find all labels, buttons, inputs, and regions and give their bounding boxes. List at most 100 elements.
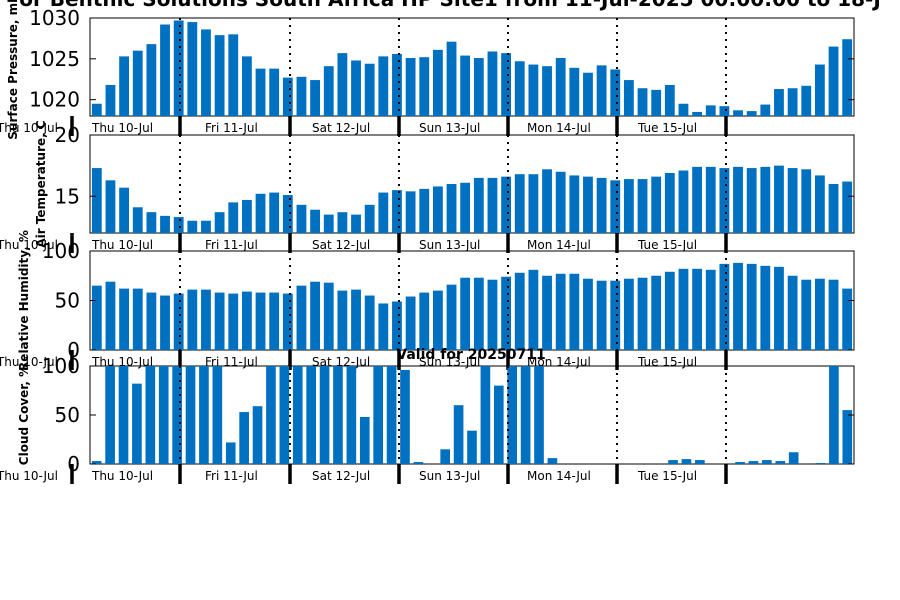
bar (842, 181, 853, 233)
bar (351, 289, 361, 350)
bar (453, 405, 464, 464)
bar (214, 212, 225, 233)
bar (378, 303, 389, 350)
bar (542, 169, 552, 233)
figure-title: or Benthic Solutions South Africa HP Sit… (19, 0, 881, 11)
bar (664, 84, 675, 116)
bar (323, 66, 334, 116)
bar (787, 88, 798, 116)
bar (146, 292, 157, 350)
bar (664, 271, 675, 350)
bar (460, 182, 471, 233)
bar (668, 460, 678, 464)
bar (814, 64, 825, 116)
bar (146, 44, 157, 116)
bar (105, 366, 115, 464)
panel-subtitle: Valid for 20250711 (396, 347, 545, 363)
y-tick-label: 1030 (29, 6, 80, 30)
bar (282, 195, 293, 233)
bar (201, 289, 211, 350)
bar (760, 166, 771, 233)
bar (173, 217, 184, 233)
bar (212, 366, 223, 464)
bar (569, 175, 580, 233)
bar (787, 168, 798, 233)
x-tick-label: Thu 10-Jul (0, 238, 58, 252)
y-tick-label: 100 (42, 239, 80, 263)
bar (378, 192, 389, 233)
bar (386, 366, 397, 464)
bar (172, 366, 182, 464)
bar (487, 279, 498, 350)
bar (158, 366, 169, 464)
bar (801, 279, 812, 350)
bar (501, 53, 512, 116)
bar (199, 366, 209, 464)
y-axis-label: Relative Humidity, % (17, 230, 31, 371)
bar (842, 288, 853, 350)
bar (269, 292, 280, 350)
bar (187, 220, 198, 233)
bar (520, 366, 531, 464)
bar (678, 103, 689, 116)
bar (292, 366, 303, 464)
bar (623, 179, 634, 233)
bar (282, 77, 293, 116)
bar (241, 291, 252, 350)
bar (323, 214, 334, 234)
bar (719, 106, 730, 116)
bar (735, 462, 745, 464)
bar (214, 292, 225, 350)
x-tick-label: Thu 10-Jul (0, 355, 58, 369)
y-axis-label: Surface Pressure, mb (6, 0, 20, 140)
y-axis-label: Air Temperature, C (34, 120, 48, 248)
bar (664, 172, 675, 233)
bar (440, 449, 451, 464)
bar (296, 76, 307, 116)
bar (241, 56, 252, 116)
bar (252, 406, 263, 464)
bar (746, 111, 757, 116)
bar (364, 295, 375, 350)
bar (681, 459, 692, 464)
bar (255, 68, 266, 116)
bar (651, 275, 662, 350)
bar (446, 184, 457, 233)
bar (746, 168, 757, 233)
bar (637, 88, 648, 116)
bar (405, 58, 416, 116)
bar (269, 192, 280, 233)
bar (266, 366, 276, 464)
y-tick-label: 50 (55, 403, 80, 427)
bar (419, 292, 430, 350)
bar (432, 186, 443, 233)
y-axis-label: Cloud Cover, % (17, 365, 31, 465)
bar (801, 85, 812, 116)
bar (346, 366, 357, 464)
bar (473, 177, 484, 234)
bar (337, 212, 348, 233)
bar (228, 293, 239, 350)
bar (623, 80, 634, 116)
bar (637, 179, 648, 233)
bar (105, 84, 116, 116)
bar (351, 60, 361, 116)
bar (501, 276, 512, 350)
bar (310, 209, 321, 233)
bar (319, 366, 330, 464)
x-tick-label: Tue 15-Jul (637, 469, 697, 483)
bar (419, 57, 430, 116)
bar (787, 275, 798, 350)
bar (692, 268, 703, 350)
y-tick-label: 1020 (29, 88, 80, 112)
bar (446, 41, 457, 116)
bar (405, 296, 416, 350)
bar (306, 366, 316, 464)
bar (119, 56, 130, 116)
bar (748, 461, 759, 464)
bar (119, 187, 130, 233)
bar (528, 64, 539, 116)
x-tick-label: Mon 14-Jul (527, 238, 591, 252)
bar (507, 366, 518, 464)
bar (201, 29, 211, 116)
